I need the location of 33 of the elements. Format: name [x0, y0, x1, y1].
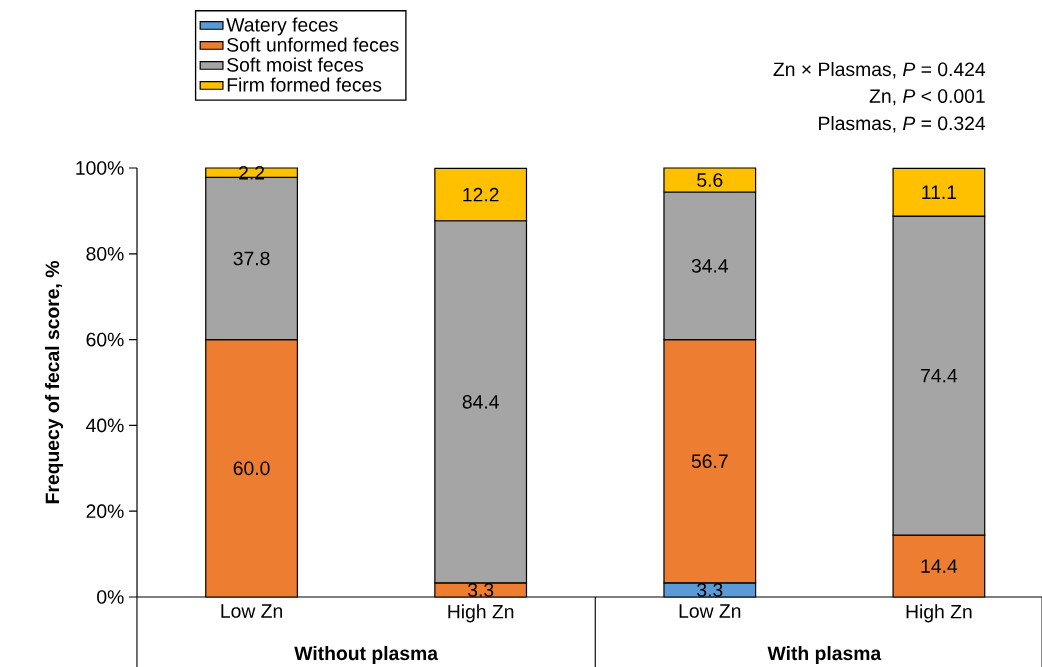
y-tick-label: 0% — [97, 590, 124, 604]
data-label: 60.0 — [233, 461, 270, 476]
text: Plasmas, P = 0.324 — [819, 115, 986, 133]
y-tick-label: 100% — [76, 161, 124, 175]
y-tick-label: 80% — [86, 246, 124, 261]
legend-label: Firm formed feces — [227, 77, 382, 92]
x-tick-label: High Zn — [448, 604, 514, 623]
data-label: 56.7 — [691, 454, 728, 469]
data-label: 12.2 — [463, 187, 499, 202]
data-label: 3.3 — [467, 583, 494, 597]
data-label: 14.4 — [921, 559, 958, 573]
text: Without plasma — [294, 645, 439, 664]
text: With plasma — [767, 645, 882, 664]
text: Zn, P < 0.001 — [869, 89, 985, 106]
x-tick-label: Low Zn — [221, 604, 282, 618]
data-label: 2.2 — [239, 165, 265, 180]
data-label: 84.4 — [462, 394, 499, 409]
y-axis-title: Frequecy of fecal score, % — [45, 261, 64, 504]
x-tick-label: Low Zn — [679, 604, 741, 618]
x-tick-label: High Zn — [906, 604, 972, 623]
legend-label: Soft unformed feces — [227, 37, 399, 52]
data-label: 34.4 — [691, 258, 729, 273]
data-label: 74.4 — [921, 368, 958, 383]
data-label: 37.8 — [233, 251, 270, 266]
data-label: 5.6 — [697, 173, 723, 187]
y-tick-label: 60% — [86, 332, 124, 347]
y-tick-label: 40% — [86, 418, 124, 433]
legend-label: Soft moist feces — [227, 57, 364, 72]
legend-label: Watery feces — [226, 17, 338, 36]
data-label: 3.3 — [697, 583, 723, 597]
data-label: 11.1 — [922, 185, 957, 199]
text: Zn × Plasmas, P = 0.424 — [773, 61, 986, 79]
y-tick-label: 20% — [86, 504, 124, 519]
